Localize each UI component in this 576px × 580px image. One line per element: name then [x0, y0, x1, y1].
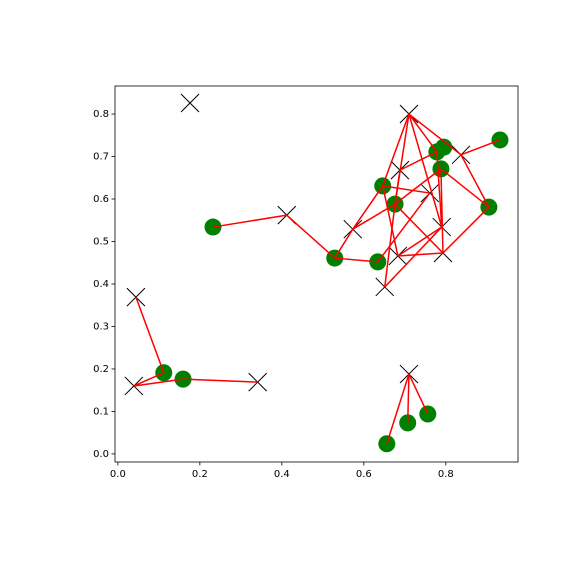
- connection-line: [394, 170, 401, 205]
- y-tick-label: 0.3: [93, 321, 109, 332]
- connection-line: [384, 226, 443, 288]
- connection-line: [397, 226, 443, 257]
- x-tick-label: 0.4: [274, 469, 290, 480]
- y-tick-label: 0.4: [93, 279, 109, 290]
- cross: [180, 93, 200, 113]
- point: [435, 138, 453, 156]
- connection-line: [440, 168, 490, 208]
- y-tick-label: 0.2: [93, 364, 109, 375]
- connection-line: [397, 252, 444, 257]
- y-tick-label: 0.0: [93, 449, 109, 460]
- connection-line: [381, 185, 399, 257]
- connection-line: [386, 373, 410, 444]
- connection-line: [440, 168, 444, 253]
- connection-line: [334, 185, 384, 259]
- connection-line: [408, 373, 429, 415]
- connection-line: [133, 296, 258, 387]
- y-tick-label: 0.7: [93, 152, 109, 163]
- x-tick-label: 0.2: [192, 469, 208, 480]
- y-tick-label: 0.8: [93, 109, 109, 120]
- connection-line: [382, 185, 430, 194]
- x-tick-label: 0.0: [110, 469, 126, 480]
- y-tick-label: 0.1: [93, 406, 109, 417]
- plot-frame: [114, 85, 519, 463]
- connection-line: [436, 151, 443, 228]
- y-tick-label: 0.5: [93, 236, 109, 247]
- cross: [420, 183, 440, 203]
- x-tick-label: 0.8: [438, 469, 454, 480]
- y-tick-label: 0.6: [93, 194, 109, 205]
- connection-line: [377, 192, 431, 263]
- x-tick-label: 0.6: [356, 469, 372, 480]
- connection-line: [408, 113, 443, 228]
- connection-line: [394, 168, 442, 205]
- connection-line: [212, 214, 378, 263]
- connection-line: [399, 151, 438, 171]
